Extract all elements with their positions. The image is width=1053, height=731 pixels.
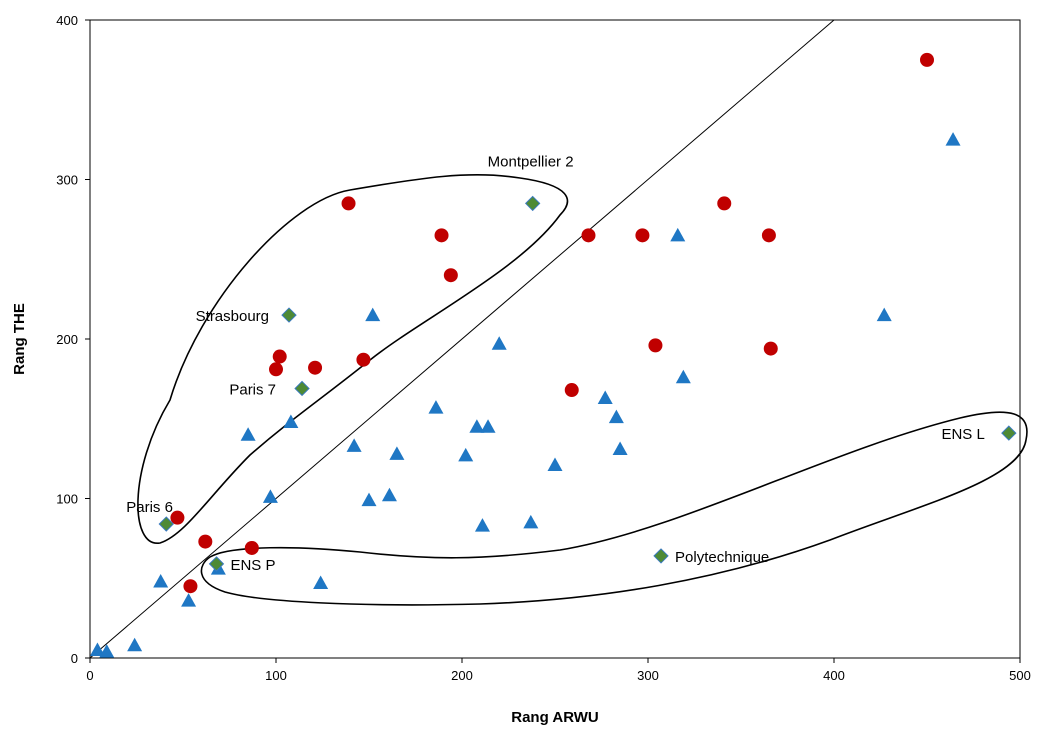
x-tick-label: 300 [637, 668, 659, 683]
triangle-marker [474, 518, 490, 532]
circle-marker [920, 52, 934, 67]
triangle-marker [491, 336, 507, 350]
x-tick-label: 0 [86, 668, 93, 683]
triangle-marker [428, 400, 444, 414]
chart-frame: 0 100 200 300 400 500 0 100 200 300 400 [56, 13, 1031, 683]
triangle-marker [523, 514, 539, 529]
triangle-marker [597, 390, 613, 405]
triangle-marker [127, 637, 143, 652]
triangle-marker [458, 447, 474, 462]
circle-marker [308, 360, 323, 375]
diamond-marker [1001, 425, 1017, 441]
circle-marker [272, 349, 287, 364]
diamond-marker [281, 307, 297, 323]
circle-marker [717, 196, 732, 211]
data-markers [89, 52, 1017, 658]
y-tick-label: 200 [56, 332, 78, 347]
triangle-marker [361, 492, 377, 507]
circle-marker [763, 341, 778, 356]
triangle-marker [381, 487, 397, 502]
circle-marker [356, 352, 371, 367]
circle-marker [443, 268, 458, 283]
circle-marker [269, 362, 283, 377]
point-annotations: Montpellier 2 Strasbourg Paris 7 Paris 6 ENS… [126, 153, 985, 573]
triangle-marker [547, 457, 563, 472]
circle-marker [198, 534, 213, 549]
enclosure-ens-group [200, 411, 1028, 606]
triangle-marker [612, 441, 628, 456]
point-label: Paris 6 [126, 499, 173, 516]
triangle-marker [313, 575, 329, 590]
x-tick-label: 500 [1009, 668, 1031, 683]
diamond-marker [294, 380, 310, 397]
circle-marker [581, 228, 596, 243]
x-tick-label: 100 [265, 668, 287, 683]
circle-marker [635, 228, 650, 243]
point-label: Paris 7 [229, 381, 276, 398]
y-tick-label: 0 [71, 651, 78, 666]
triangle-marker [945, 132, 961, 146]
circle-marker [761, 228, 776, 243]
triangle-marker [99, 644, 115, 658]
cluster-enclosures [137, 173, 1028, 606]
reference-line [89, 19, 835, 659]
triangle-marker [283, 414, 299, 428]
triangle-marker [89, 642, 105, 657]
point-label: ENS P [230, 557, 275, 574]
triangle-marker [670, 227, 686, 242]
triangle-marker [469, 419, 485, 433]
triangle-marker [153, 573, 169, 588]
diamond-marker [653, 548, 669, 564]
triangle-marker [480, 419, 496, 433]
triangle-marker [608, 409, 624, 424]
circle-marker [648, 338, 663, 353]
y-tick-label: 300 [56, 173, 78, 188]
circle-marker [341, 196, 356, 211]
triangle-marker [365, 307, 381, 322]
point-label: Strasbourg [196, 308, 269, 325]
triangle-marker [876, 307, 892, 322]
point-label: ENS L [941, 426, 984, 443]
point-label: Polytechnique [675, 549, 769, 566]
circle-marker [244, 540, 259, 555]
circle-marker [564, 383, 579, 398]
circle-marker [170, 510, 185, 525]
x-tick-label: 400 [823, 668, 845, 683]
enclosure-montpellier-group [137, 173, 569, 544]
y-axis-title: Rang THE [11, 303, 28, 375]
diamond-marker [208, 556, 225, 572]
triangle-marker [181, 593, 197, 607]
triangle-marker [346, 438, 362, 452]
x-tick-label: 200 [451, 668, 473, 683]
circle-marker [183, 579, 198, 594]
x-axis-title: Rang ARWU [511, 709, 599, 726]
diagonal-line [89, 19, 835, 659]
diamond-marker [158, 516, 174, 532]
triangle-marker [240, 427, 256, 441]
triangle-marker [262, 489, 278, 503]
point-label: Montpellier 2 [488, 153, 574, 170]
y-tick-label: 400 [56, 13, 78, 28]
diamond-marker [524, 195, 541, 212]
circle-marker [434, 228, 449, 243]
triangle-marker [675, 369, 691, 384]
y-tick-label: 100 [56, 492, 78, 507]
triangle-marker [389, 446, 405, 460]
